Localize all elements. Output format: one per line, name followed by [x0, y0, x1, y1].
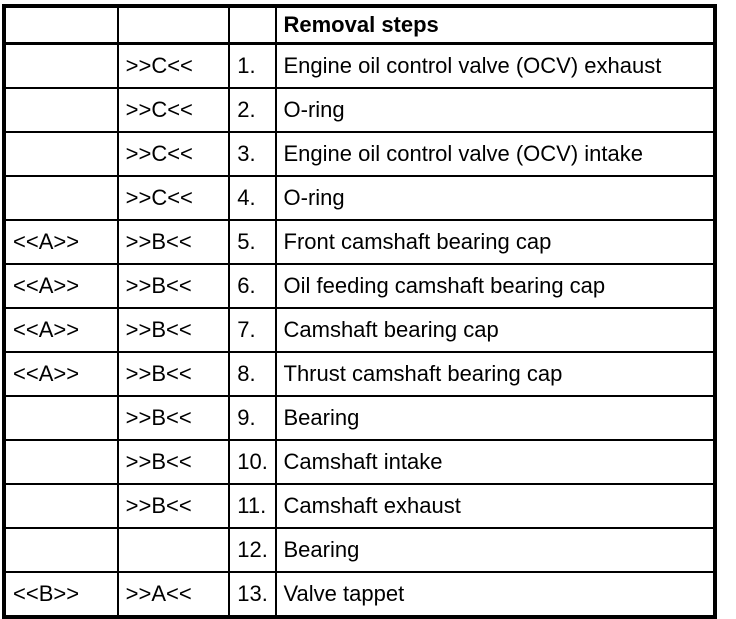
mark-b-cell: >>C<< [116, 42, 231, 89]
mark-a-cell: <<B>> [3, 571, 119, 618]
table-row: >>B<< 9. Bearing [3, 395, 716, 441]
step-number-cell: 2. [228, 87, 277, 133]
mark-b-cell: >>B<< [116, 219, 231, 265]
header-empty-mark-a [3, 5, 119, 45]
table-row: >>B<< 11. Camshaft exhaust [3, 483, 716, 529]
step-number-cell: 4. [228, 175, 277, 221]
mark-b-cell: >>B<< [116, 307, 231, 353]
step-number-cell: 8. [228, 351, 277, 397]
step-number-cell: 6. [228, 263, 277, 309]
step-description-cell: Camshaft bearing cap [274, 307, 716, 353]
mark-a-cell: <<A>> [3, 263, 119, 309]
mark-b-cell: >>B<< [116, 483, 231, 529]
removal-steps-table: Removal steps >>C<< 1. Engine oil contro… [2, 4, 717, 619]
mark-b-cell [116, 527, 231, 573]
step-description-cell: Valve tappet [274, 571, 716, 618]
step-number-cell: 11. [228, 483, 277, 529]
step-description-cell: Camshaft intake [274, 439, 716, 485]
step-number-cell: 10. [228, 439, 277, 485]
step-description-cell: Camshaft exhaust [274, 483, 716, 529]
step-description-cell: O-ring [274, 87, 716, 133]
header-removal-steps: Removal steps [274, 5, 716, 45]
step-number-cell: 12. [228, 527, 277, 573]
table-row: <<B>> >>A<< 13. Valve tappet [3, 571, 716, 618]
table-row: >>C<< 4. O-ring [3, 175, 716, 221]
step-description-cell: Bearing [274, 527, 716, 573]
mark-a-cell [3, 483, 119, 529]
step-description-cell: Engine oil control valve (OCV) intake [274, 131, 716, 177]
step-number-cell: 9. [228, 395, 277, 441]
mark-a-cell: <<A>> [3, 219, 119, 265]
mark-a-cell: <<A>> [3, 351, 119, 397]
table-row: <<A>> >>B<< 5. Front camshaft bearing ca… [3, 219, 716, 265]
table-row: >>C<< 1. Engine oil control valve (OCV) … [3, 42, 716, 89]
mark-b-cell: >>C<< [116, 175, 231, 221]
step-description-cell: Engine oil control valve (OCV) exhaust [274, 42, 716, 89]
table-row: >>B<< 10. Camshaft intake [3, 439, 716, 485]
mark-a-cell [3, 527, 119, 573]
mark-b-cell: >>A<< [116, 571, 231, 618]
table-row: >>C<< 2. O-ring [3, 87, 716, 133]
table-row: <<A>> >>B<< 6. Oil feeding camshaft bear… [3, 263, 716, 309]
step-description-cell: Oil feeding camshaft bearing cap [274, 263, 716, 309]
header-empty-mark-b [116, 5, 231, 45]
mark-b-cell: >>C<< [116, 87, 231, 133]
mark-b-cell: >>B<< [116, 351, 231, 397]
table-row: <<A>> >>B<< 7. Camshaft bearing cap [3, 307, 716, 353]
mark-b-cell: >>B<< [116, 263, 231, 309]
table-row: 12. Bearing [3, 527, 716, 573]
step-description-cell: Bearing [274, 395, 716, 441]
mark-b-cell: >>C<< [116, 131, 231, 177]
step-number-cell: 5. [228, 219, 277, 265]
step-description-cell: O-ring [274, 175, 716, 221]
mark-a-cell [3, 439, 119, 485]
mark-a-cell [3, 131, 119, 177]
step-description-cell: Thrust camshaft bearing cap [274, 351, 716, 397]
step-number-cell: 13. [228, 571, 277, 618]
header-empty-number [228, 5, 277, 45]
step-number-cell: 3. [228, 131, 277, 177]
mark-a-cell [3, 395, 119, 441]
step-description-cell: Front camshaft bearing cap [274, 219, 716, 265]
mark-b-cell: >>B<< [116, 395, 231, 441]
mark-b-cell: >>B<< [116, 439, 231, 485]
step-number-cell: 1. [228, 42, 277, 89]
mark-a-cell [3, 87, 119, 133]
mark-a-cell [3, 175, 119, 221]
table-row: >>C<< 3. Engine oil control valve (OCV) … [3, 131, 716, 177]
table-row: <<A>> >>B<< 8. Thrust camshaft bearing c… [3, 351, 716, 397]
mark-a-cell: <<A>> [3, 307, 119, 353]
step-number-cell: 7. [228, 307, 277, 353]
header-row: Removal steps [3, 5, 716, 45]
mark-a-cell [3, 42, 119, 89]
